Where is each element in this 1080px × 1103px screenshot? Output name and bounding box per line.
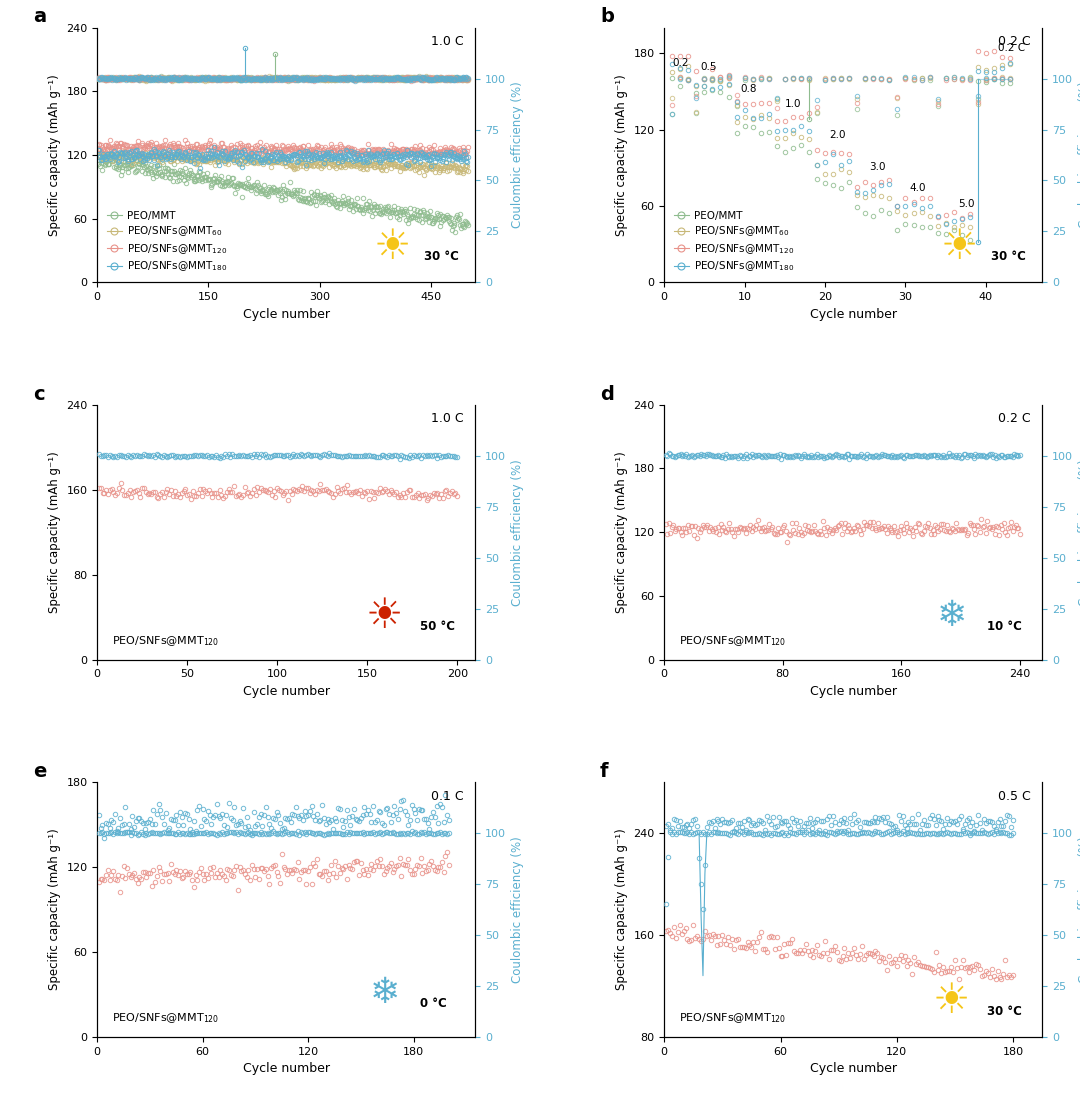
Text: 2.0: 2.0 <box>829 130 846 140</box>
Text: 30 °C: 30 °C <box>424 250 459 264</box>
Text: ❄: ❄ <box>936 599 967 633</box>
Text: ☀: ☀ <box>374 226 410 268</box>
Text: 1.0: 1.0 <box>785 99 801 109</box>
Text: 0.2 C: 0.2 C <box>998 43 1025 53</box>
Y-axis label: Specific capacity (mAh g⁻¹): Specific capacity (mAh g⁻¹) <box>615 828 627 990</box>
Y-axis label: Coulombic efficiency (%): Coulombic efficiency (%) <box>1079 459 1080 606</box>
X-axis label: Cycle number: Cycle number <box>243 685 329 698</box>
Y-axis label: Specific capacity (mAh g⁻¹): Specific capacity (mAh g⁻¹) <box>615 74 627 236</box>
Text: 0.8: 0.8 <box>741 84 757 94</box>
Y-axis label: Coulombic efficiency (%): Coulombic efficiency (%) <box>512 459 525 606</box>
Legend: PEO/MMT, PEO/SNFs@MMT$_{60}$, PEO/SNFs@MMT$_{120}$, PEO/SNFs@MMT$_{180}$: PEO/MMT, PEO/SNFs@MMT$_{60}$, PEO/SNFs@M… <box>670 206 799 277</box>
Legend: PEO/MMT, PEO/SNFs@MMT$_{60}$, PEO/SNFs@MMT$_{120}$, PEO/SNFs@MMT$_{180}$: PEO/MMT, PEO/SNFs@MMT$_{60}$, PEO/SNFs@M… <box>103 206 232 277</box>
Text: f: f <box>599 762 608 781</box>
Y-axis label: Coulombic efficiency (%): Coulombic efficiency (%) <box>512 82 525 228</box>
Text: 10 °C: 10 °C <box>987 620 1023 633</box>
Text: 50 °C: 50 °C <box>420 620 456 633</box>
Y-axis label: Specific capacity (mAh g⁻¹): Specific capacity (mAh g⁻¹) <box>615 451 627 613</box>
Y-axis label: Specific capacity (mAh g⁻¹): Specific capacity (mAh g⁻¹) <box>48 828 60 990</box>
Text: PEO/SNFs@MMT$_{120}$: PEO/SNFs@MMT$_{120}$ <box>679 1011 786 1026</box>
Text: b: b <box>599 8 613 26</box>
Text: 30 °C: 30 °C <box>987 1005 1023 1018</box>
X-axis label: Cycle number: Cycle number <box>243 308 329 321</box>
Text: 1.0 C: 1.0 C <box>431 413 463 426</box>
Text: 0.2 C: 0.2 C <box>998 35 1030 49</box>
Text: 0.2 C: 0.2 C <box>998 413 1030 426</box>
Text: 0.1 C: 0.1 C <box>431 790 463 803</box>
X-axis label: Cycle number: Cycle number <box>810 1062 896 1075</box>
Text: 0.2: 0.2 <box>672 58 689 68</box>
Text: PEO/SNFs@MMT$_{120}$: PEO/SNFs@MMT$_{120}$ <box>679 634 786 649</box>
X-axis label: Cycle number: Cycle number <box>810 685 896 698</box>
X-axis label: Cycle number: Cycle number <box>810 308 896 321</box>
Text: ☀: ☀ <box>366 596 403 638</box>
X-axis label: Cycle number: Cycle number <box>243 1062 329 1075</box>
Text: PEO/SNFs@MMT$_{120}$: PEO/SNFs@MMT$_{120}$ <box>112 1011 219 1026</box>
Text: 3.0: 3.0 <box>869 161 886 172</box>
Text: ❄: ❄ <box>369 976 400 1010</box>
Text: e: e <box>33 762 46 781</box>
Y-axis label: Coulombic efficiency (%): Coulombic efficiency (%) <box>1079 836 1080 983</box>
Text: 0.5 C: 0.5 C <box>998 790 1030 803</box>
Y-axis label: Specific capacity (mAh g⁻¹): Specific capacity (mAh g⁻¹) <box>48 451 60 613</box>
Text: 0 °C: 0 °C <box>420 997 447 1010</box>
Text: 0.5: 0.5 <box>701 62 717 72</box>
Text: d: d <box>599 385 613 404</box>
Text: ☀: ☀ <box>933 981 970 1022</box>
Text: ☀: ☀ <box>941 226 977 268</box>
Text: 30 °C: 30 °C <box>991 250 1026 264</box>
Y-axis label: Specific capacity (mAh g⁻¹): Specific capacity (mAh g⁻¹) <box>48 74 60 236</box>
Text: a: a <box>33 8 46 26</box>
Text: PEO/SNFs@MMT$_{120}$: PEO/SNFs@MMT$_{120}$ <box>112 634 219 649</box>
Y-axis label: Coulombic efficiency (%): Coulombic efficiency (%) <box>512 836 525 983</box>
Text: 1.0 C: 1.0 C <box>431 35 463 49</box>
Text: c: c <box>33 385 44 404</box>
Text: 5.0: 5.0 <box>958 199 974 208</box>
Y-axis label: Coulombic efficiency (%): Coulombic efficiency (%) <box>1079 82 1080 228</box>
Text: 4.0: 4.0 <box>909 183 926 193</box>
